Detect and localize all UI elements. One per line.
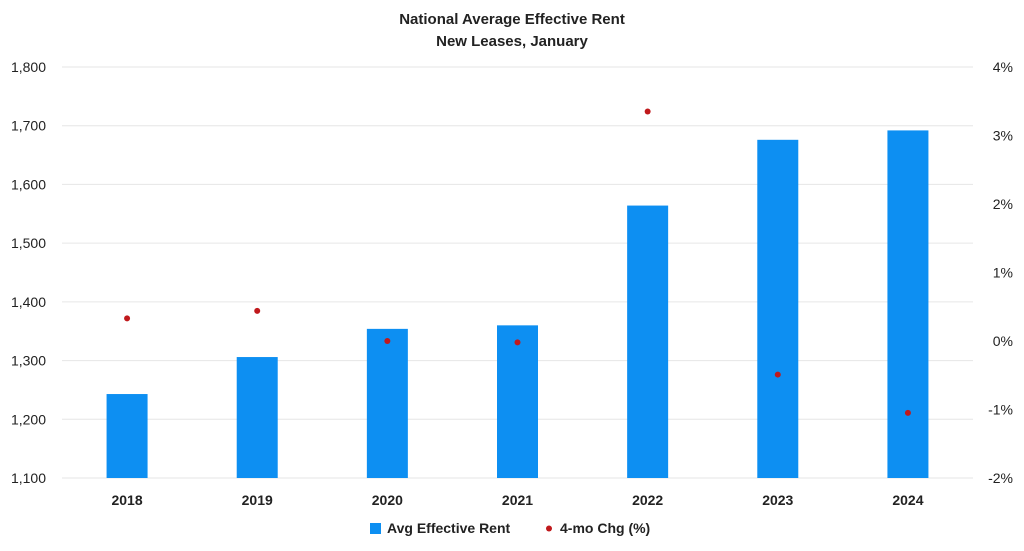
bar-2021 xyxy=(497,325,538,478)
left-axis: 1,100 1,200 1,300 1,400 1,500 1,600 1,700 1,800 xyxy=(11,59,46,486)
left-tick-label: 1,100 xyxy=(11,470,46,486)
right-tick-label: 4% xyxy=(993,59,1013,75)
right-tick-label: -1% xyxy=(988,402,1013,418)
chart-subtitle: New Leases, January xyxy=(436,33,588,50)
left-tick-label: 1,300 xyxy=(11,353,46,369)
right-tick-label: 0% xyxy=(993,333,1013,349)
legend-marker-point xyxy=(546,525,552,532)
point-2020 xyxy=(384,338,391,344)
point-2018 xyxy=(124,315,131,322)
x-tick-label: 2019 xyxy=(242,492,273,508)
point-2024 xyxy=(904,409,911,416)
bar-2018 xyxy=(106,394,148,478)
right-tick-label: -2% xyxy=(988,470,1013,486)
bar-2019 xyxy=(236,357,278,478)
point-2019 xyxy=(254,307,261,314)
right-tick-label: 3% xyxy=(993,128,1013,144)
x-tick-label: 2020 xyxy=(372,492,403,508)
point-2023 xyxy=(774,371,781,378)
chart-title: National Average Effective Rent xyxy=(399,11,625,28)
scatter-series xyxy=(124,108,911,416)
x-tick-label: 2022 xyxy=(632,492,663,508)
left-tick-label: 1,700 xyxy=(11,118,46,134)
right-tick-label: 2% xyxy=(993,196,1013,212)
bar-2020 xyxy=(366,328,408,478)
legend-swatch-bar xyxy=(370,523,381,534)
bar-2024 xyxy=(887,130,929,478)
bar-2022 xyxy=(627,205,669,478)
left-tick-label: 1,800 xyxy=(11,59,46,75)
legend-label-point: 4-mo Chg (%) xyxy=(560,520,650,536)
x-tick-label: 2021 xyxy=(502,492,533,508)
left-tick-label: 1,600 xyxy=(11,176,46,192)
bar-2023 xyxy=(757,139,799,478)
x-tick-label: 2024 xyxy=(892,492,923,508)
right-tick-label: 1% xyxy=(993,265,1013,281)
left-tick-label: 1,200 xyxy=(11,411,46,427)
bar-series xyxy=(106,130,929,478)
legend: Avg Effective Rent 4-mo Chg (%) xyxy=(370,520,650,536)
x-axis: 2018 2019 2020 2021 2022 2023 2024 xyxy=(111,492,923,508)
point-2022 xyxy=(644,108,651,115)
point-2021 xyxy=(514,339,521,346)
x-tick-label: 2018 xyxy=(111,492,142,508)
x-tick-label: 2023 xyxy=(762,492,793,508)
right-axis: -2% -1% 0% 1% 2% 3% 4% xyxy=(988,59,1013,486)
legend-label-bar: Avg Effective Rent xyxy=(387,520,511,536)
left-tick-label: 1,500 xyxy=(11,235,46,251)
left-tick-label: 1,400 xyxy=(11,294,46,310)
